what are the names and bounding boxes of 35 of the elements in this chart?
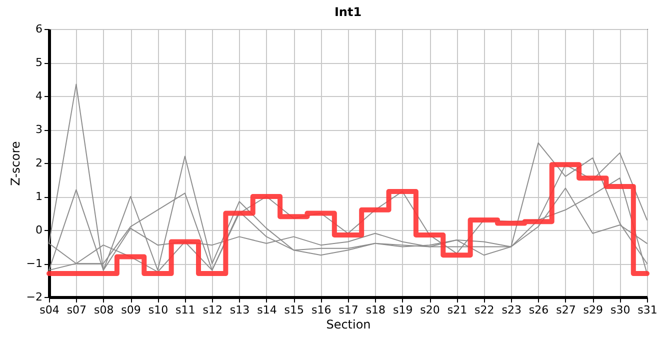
x-tick-label: s21 [447, 304, 468, 316]
y-tick-label: 3 [36, 123, 42, 136]
x-tick-label: s10 [148, 304, 168, 316]
x-tick-label: s13 [230, 304, 250, 316]
x-axis-title: Section [326, 318, 371, 332]
y-tick-label: −1 [26, 257, 42, 270]
x-tick-label: s31 [638, 304, 658, 316]
y-tick-label: 4 [36, 90, 42, 102]
x-tick-label: s08 [94, 304, 114, 316]
y-tick-label: 0 [36, 224, 42, 236]
x-tick-label: s16 [311, 304, 332, 316]
x-tick-label: s11 [176, 304, 196, 316]
y-tick-label: 5 [36, 56, 42, 69]
x-tick-label: s09 [121, 304, 141, 316]
y-tick-label: 2 [36, 156, 42, 170]
y-tick-label: −2 [26, 290, 42, 304]
x-tick-label: s19 [392, 304, 413, 316]
x-tick-label: s07 [66, 304, 87, 316]
x-tick-label: s29 [583, 304, 604, 316]
y-axis-title: Z-score [8, 141, 22, 186]
x-tick-label: s22 [474, 304, 494, 316]
x-tick-label: s23 [502, 304, 522, 316]
x-tick-label: s17 [338, 304, 358, 316]
x-tick-label: s15 [284, 304, 304, 316]
x-tick-label: s04 [40, 304, 60, 316]
chart-title: Int1 [334, 5, 362, 19]
y-tick-label: 6 [36, 22, 42, 36]
y-tick-label: 1 [36, 190, 42, 203]
x-tick-label: s20 [420, 304, 440, 316]
x-tick-label: s27 [556, 304, 576, 316]
x-tick-label: s30 [610, 304, 630, 316]
x-tick-label: s26 [528, 304, 549, 316]
x-tick-label: s18 [366, 304, 386, 316]
x-tick-label: s12 [202, 304, 222, 316]
x-tick-label: s14 [257, 304, 277, 316]
